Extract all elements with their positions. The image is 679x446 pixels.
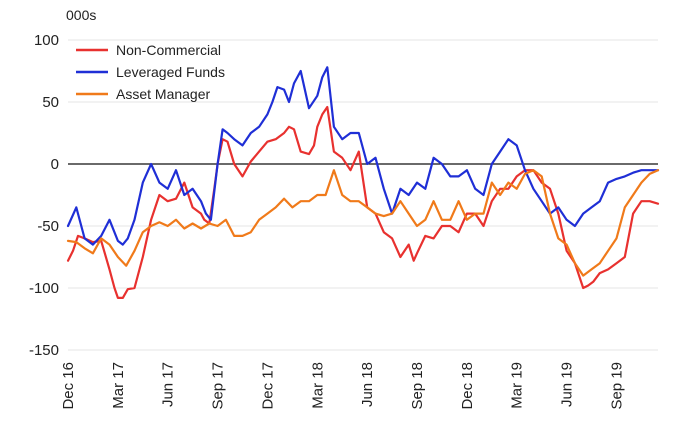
x-tick-label: Dec 16 — [60, 362, 77, 410]
y-tick-labels: 100 50 0 -50 -100 -150 — [29, 32, 59, 359]
y-tick-label: -150 — [29, 342, 59, 359]
series-lines — [66, 66, 660, 299]
leveraged-funds-line — [66, 66, 660, 246]
y-tick-label: -100 — [29, 280, 59, 297]
legend: Non-Commercial Leveraged Funds Asset Manag… — [76, 42, 225, 102]
unit-label: 000s — [66, 7, 96, 23]
x-tick-label: Sep 18 — [409, 362, 426, 410]
y-tick-label: 50 — [42, 94, 59, 111]
legend-label: Non-Commercial — [116, 42, 221, 58]
x-tick-labels: Dec 16 Mar 17 Jun 17 Sep 17 Dec 17 Mar 18 Jun … — [60, 362, 625, 410]
legend-label: Asset Manager — [116, 86, 210, 102]
asset-manager-line — [66, 169, 660, 277]
x-tick-label: Sep 17 — [210, 362, 227, 410]
x-tick-label: Mar 19 — [509, 362, 526, 409]
x-tick-label: Mar 18 — [309, 362, 326, 409]
x-tick-label: Jun 17 — [160, 362, 177, 407]
x-tick-label: Dec 17 — [259, 362, 276, 410]
legend-label: Leveraged Funds — [116, 64, 225, 80]
x-tick-label: Sep 19 — [608, 362, 625, 410]
non-commercial-line — [66, 105, 660, 299]
y-tick-label: -50 — [37, 218, 59, 235]
y-tick-label: 0 — [51, 156, 59, 173]
x-tick-label: Jun 18 — [359, 362, 376, 407]
x-tick-label: Dec 18 — [459, 362, 476, 410]
x-tick-label: Mar 17 — [110, 362, 127, 409]
y-tick-label: 100 — [34, 32, 59, 49]
x-tick-label: Jun 19 — [559, 362, 576, 407]
